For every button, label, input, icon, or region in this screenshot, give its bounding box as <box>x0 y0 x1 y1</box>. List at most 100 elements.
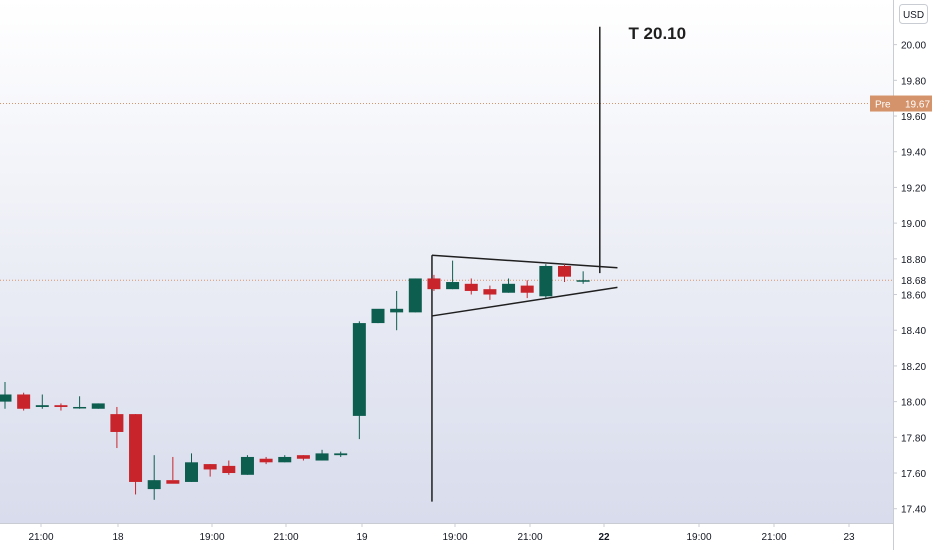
price-tick-label: 19.20 <box>901 183 926 194</box>
candle <box>129 414 143 495</box>
candle-body <box>558 265 571 277</box>
candle <box>464 278 478 295</box>
time-tick-label[interactable]: 21:00 <box>761 532 786 543</box>
time-tick-label[interactable]: 23 <box>843 532 855 543</box>
price-tick-label: 17.60 <box>901 469 926 480</box>
candle <box>520 280 534 299</box>
time-tick-label[interactable]: 21:00 <box>517 532 542 543</box>
candle <box>35 394 49 409</box>
candle-body <box>129 414 143 482</box>
price-tick-label: 18.40 <box>901 326 926 337</box>
candle-body <box>110 414 124 432</box>
last-price-badge-value: 18.68 <box>901 276 926 287</box>
price-lines <box>0 103 893 281</box>
candle <box>0 381 12 409</box>
candle <box>73 396 87 409</box>
candle-body <box>278 456 292 463</box>
candle-body <box>520 285 534 293</box>
candle-body <box>446 282 460 290</box>
candle <box>352 321 366 440</box>
candle-body <box>576 280 590 282</box>
candle-body <box>222 465 236 474</box>
candle <box>222 460 236 475</box>
drawing-annotations: T 20.10 <box>431 24 686 502</box>
time-tick-label[interactable]: 19:00 <box>199 532 224 543</box>
price-tick-label: 17.80 <box>901 433 926 444</box>
candle-body <box>35 405 49 407</box>
candle <box>446 260 460 290</box>
candle <box>185 453 198 482</box>
candle-body <box>166 480 180 484</box>
time-axis-background <box>0 523 893 550</box>
price-tick-label: 19.40 <box>901 148 926 159</box>
candle-body <box>0 394 12 402</box>
time-tick-label[interactable]: 21:00 <box>273 532 298 543</box>
price-tick-label: 18.80 <box>901 255 926 266</box>
candle <box>296 455 310 461</box>
pennant-trend-line <box>431 254 618 269</box>
candle <box>315 449 329 461</box>
candle <box>110 406 124 449</box>
candle <box>147 455 161 500</box>
candle <box>558 264 571 283</box>
candle-body <box>390 308 404 313</box>
candle-body <box>240 456 254 475</box>
time-axis-ticks[interactable]: 21:00 18 19:00 21:00 19 19:00 21:00 22 19:00 21:0… <box>28 523 855 543</box>
candle <box>91 403 105 409</box>
candle-body <box>334 453 348 456</box>
chart-background <box>0 0 893 523</box>
candle-body <box>539 265 553 297</box>
currency-label: USD <box>903 10 924 21</box>
pre-market-badge-value: 19.67 <box>905 100 930 111</box>
candle <box>427 274 441 291</box>
candle <box>278 455 292 463</box>
price-tick-label: 18.20 <box>901 362 926 373</box>
target-label: T 20.10 <box>628 24 686 43</box>
time-tick-label[interactable]: 18 <box>112 532 124 543</box>
candle-body <box>73 406 87 409</box>
candle <box>17 392 31 411</box>
pre-market-badge-label: Pre <box>875 100 891 111</box>
currency-button[interactable]: USD <box>899 4 928 24</box>
candle <box>203 464 217 477</box>
candle-body <box>54 405 68 407</box>
price-tick-label: 19.80 <box>901 76 926 87</box>
time-tick-label[interactable]: 19:00 <box>442 532 467 543</box>
candle-body <box>296 455 310 459</box>
candle <box>166 456 180 484</box>
pre-market-badge <box>870 95 932 112</box>
last-price-badge <box>894 273 932 288</box>
candle <box>390 290 404 331</box>
time-tick-label[interactable]: 21:00 <box>28 532 53 543</box>
candle-body <box>352 323 366 416</box>
candle-body <box>464 283 478 291</box>
price-tick-label: 19.60 <box>901 112 926 123</box>
candle <box>54 403 68 411</box>
candles <box>0 260 590 500</box>
candle-body <box>185 462 198 482</box>
candle <box>408 278 422 313</box>
candle <box>576 271 590 284</box>
time-tick-label[interactable]: 19:00 <box>686 532 711 543</box>
candle <box>502 278 516 293</box>
price-badges: Pre 19.67 18.68 <box>870 95 932 288</box>
candle-body <box>483 289 497 295</box>
candle-body <box>427 278 441 290</box>
candle-body <box>203 464 217 470</box>
candle-body <box>91 403 105 409</box>
pennant-trend-line <box>431 286 618 317</box>
time-tick-label[interactable]: 22 <box>598 532 610 543</box>
candle-body <box>147 480 161 490</box>
candle-body <box>408 278 422 313</box>
candle-body <box>371 308 385 324</box>
price-tick-label: 19.00 <box>901 219 926 230</box>
candle <box>240 455 254 475</box>
candle-body <box>17 394 31 409</box>
price-tick-label: 18.60 <box>901 291 926 302</box>
candle <box>539 264 553 299</box>
price-axis-ticks: 17.40 17.60 17.80 18.00 18.20 18.40 18.60 18.80… <box>893 41 926 516</box>
price-tick-label: 17.40 <box>901 505 926 516</box>
time-tick-label[interactable]: 19 <box>356 532 368 543</box>
